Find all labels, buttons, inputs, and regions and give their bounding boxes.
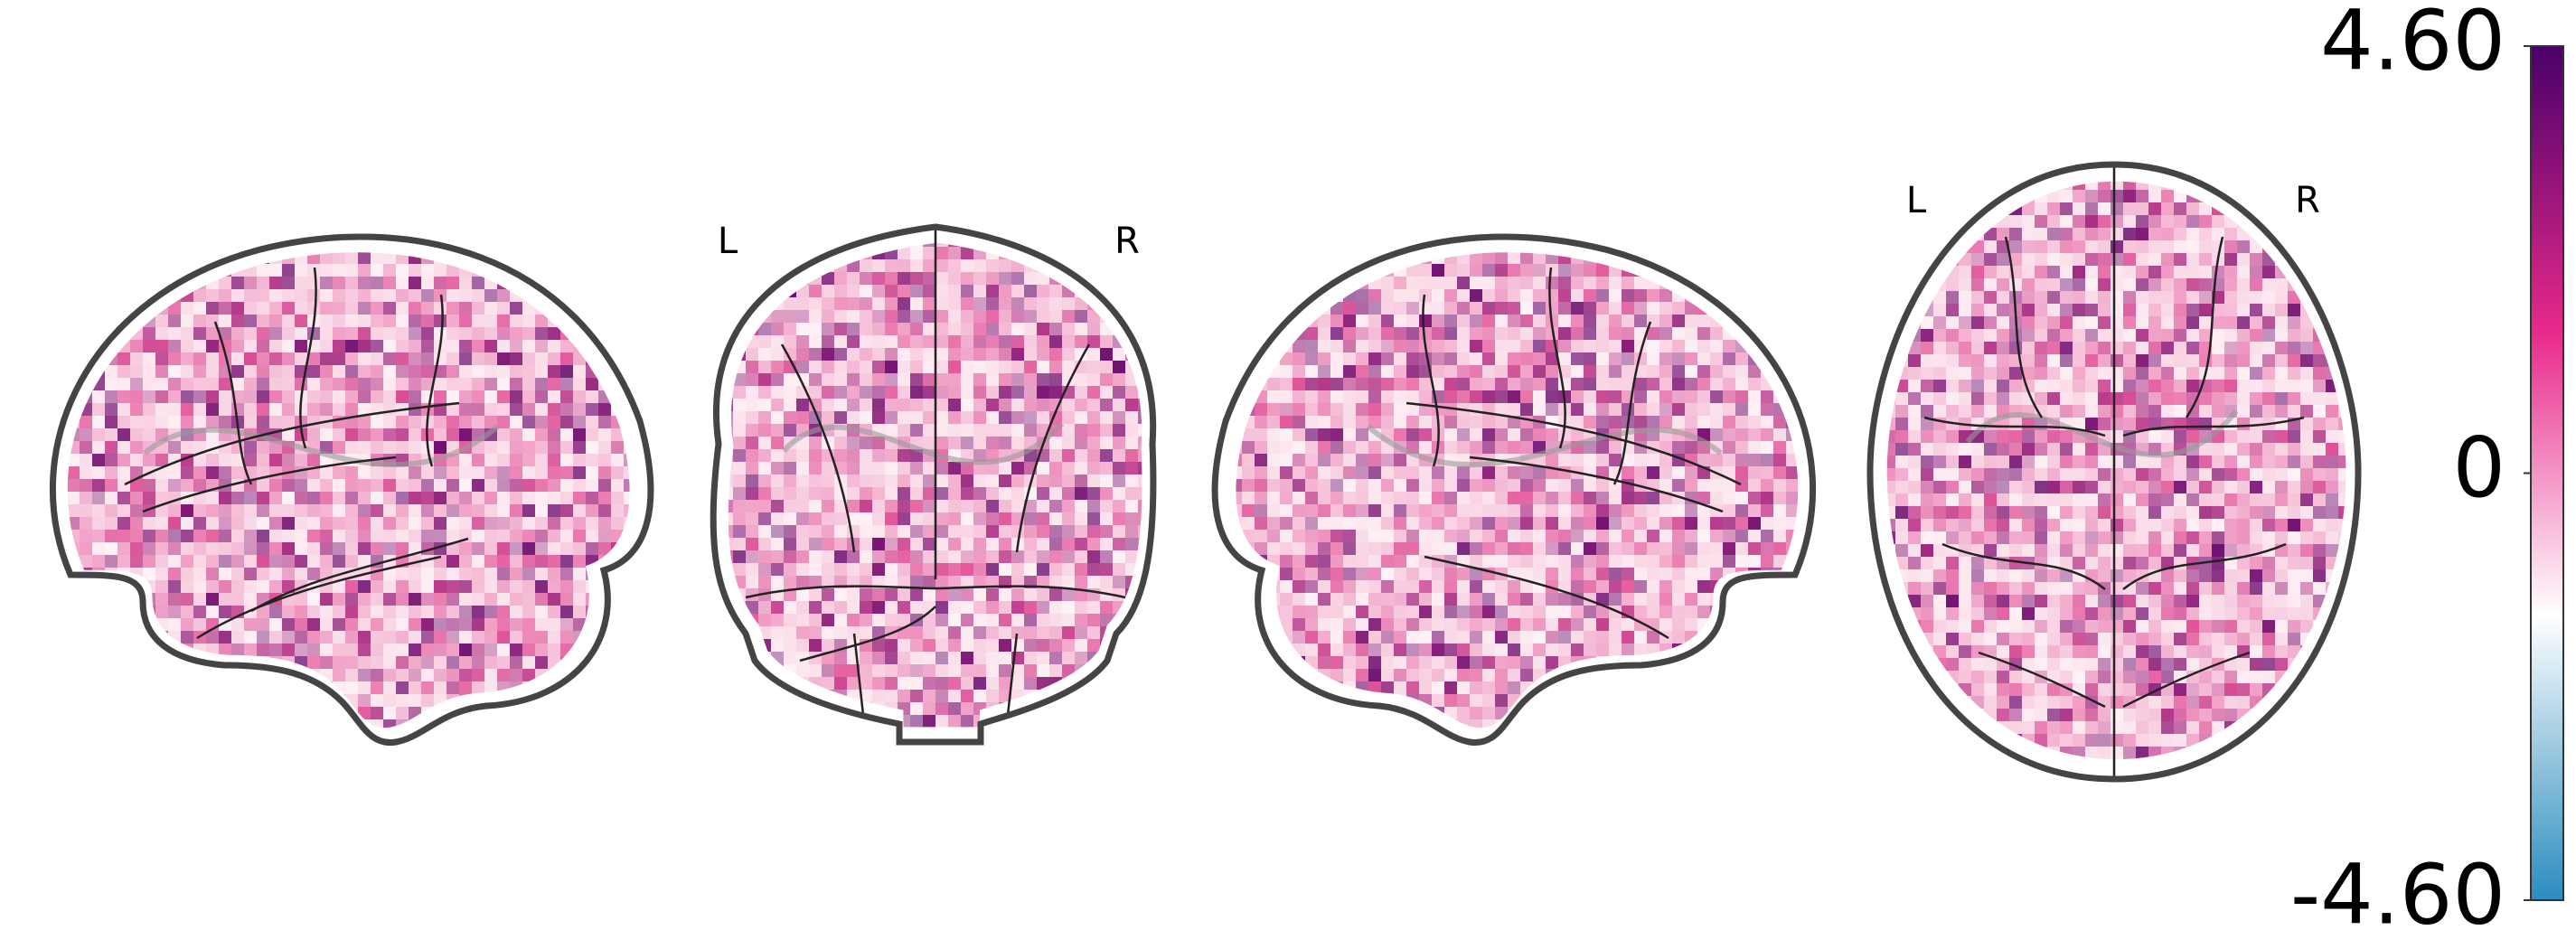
sulcus-line <box>1015 343 1091 553</box>
brain-view <box>49 233 654 746</box>
sulcus-line <box>2122 542 2287 590</box>
brain-outline <box>1866 161 2362 783</box>
sulcus-line <box>1422 294 1440 467</box>
sulcus-line <box>852 633 865 716</box>
brain-outline <box>710 223 1157 746</box>
gyral-outline <box>1366 424 1723 467</box>
colorbar-tick-label: 0 <box>2452 419 2505 516</box>
sulcus-line <box>213 321 253 485</box>
colorbar-gradient <box>2530 45 2564 901</box>
colorbar-tick-label: 4.60 <box>2320 0 2505 89</box>
gyral-outline <box>781 421 1065 465</box>
sulcus-line <box>2185 236 2224 418</box>
gyral-outline <box>1965 409 2239 458</box>
sulcus-line <box>1978 651 2106 709</box>
sulcus-line <box>1941 542 2106 590</box>
view-label: R <box>2295 180 2320 221</box>
sulcus-line <box>799 606 936 662</box>
colorbar: 4.60 0 -4.60 <box>2290 0 2564 943</box>
sulcus-line <box>250 537 469 613</box>
sulcus-line <box>2122 651 2251 709</box>
view-label: L <box>1906 180 1927 221</box>
view-label: L <box>718 221 738 262</box>
brain-view <box>710 223 1157 746</box>
brain-view <box>1866 161 2362 783</box>
sulcus-line <box>196 555 442 640</box>
sulcus-line <box>1548 267 1566 449</box>
sulcus-line <box>142 456 397 513</box>
colorbar-tick-label: -4.60 <box>2290 846 2505 943</box>
sulcus-line <box>1406 401 1742 486</box>
view-label: R <box>1114 221 1140 262</box>
gyral-outline <box>143 424 500 467</box>
sulcus-line <box>426 294 444 467</box>
sulcus-line <box>1469 456 1724 513</box>
brain-outline <box>1211 233 1817 746</box>
sulcus-line <box>2122 416 2305 437</box>
activation-texture <box>1236 252 1799 728</box>
brain-outline <box>49 233 654 746</box>
sulcus-line <box>1424 555 1669 640</box>
sulcus-line <box>1006 633 1019 716</box>
activation-texture <box>67 252 630 728</box>
brain-view <box>1211 233 1817 746</box>
sulcus-line <box>124 401 460 486</box>
sulcus-line <box>745 585 1126 599</box>
sulcus-line <box>299 267 317 449</box>
sulcus-line <box>1923 416 2106 437</box>
brain-views <box>49 161 2362 783</box>
sulcus-line <box>780 343 856 553</box>
sulcus-line <box>1612 321 1652 485</box>
sulcus-line <box>2004 236 2044 418</box>
